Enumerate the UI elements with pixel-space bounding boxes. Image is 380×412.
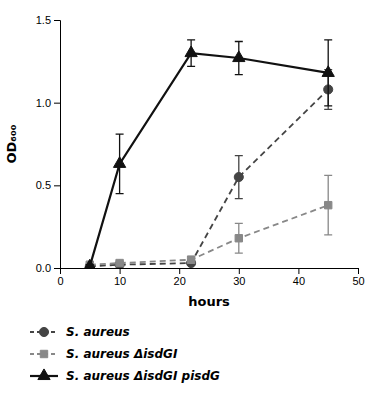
- x-tick-label: 40: [293, 275, 305, 287]
- y-tick: 1.0: [36, 97, 60, 109]
- legend-swatch-marker: [40, 350, 47, 357]
- x-tick: 40: [293, 268, 305, 287]
- plot: 0 10 20 30 40 50 0.0 0.5 1.0 1.5: [36, 14, 365, 287]
- x-tick-mark: [358, 268, 359, 274]
- point-marker: [185, 46, 197, 57]
- error-bar: [235, 223, 243, 253]
- x-tick: 20: [174, 268, 186, 287]
- x-tick: 10: [114, 268, 126, 287]
- y-axis: 0.0 0.5 1.0 1.5: [36, 14, 61, 274]
- y-tick: 0.5: [36, 179, 60, 191]
- legend-item: S. aureus ΔisdGI: [30, 347, 178, 361]
- y-tick-label: 0.0: [36, 262, 51, 274]
- y-tick-label: 0.5: [36, 179, 51, 191]
- legend: S. aureus S. aureus ΔisdGI S. aureus ΔisdG…: [30, 325, 220, 383]
- legend-item: S. aureus: [30, 325, 130, 339]
- error-bar: [324, 175, 332, 235]
- y-tick: 1.5: [36, 14, 60, 26]
- x-tick-label: 0: [57, 275, 63, 287]
- legend-label: S. aureus ΔisdGI: [66, 347, 178, 361]
- point-marker: [322, 66, 334, 77]
- point-marker: [116, 259, 123, 266]
- legend-swatch-marker: [38, 369, 50, 380]
- x-axis: 0 10 20 30 40 50: [57, 268, 364, 287]
- x-tick-mark: [298, 268, 299, 274]
- x-tick-label: 30: [233, 275, 245, 287]
- y-tick-mark: [54, 268, 60, 269]
- x-tick-label: 20: [174, 275, 186, 287]
- point-marker: [84, 259, 96, 268]
- y-axis-line: [54, 21, 61, 269]
- point-marker: [324, 201, 331, 208]
- x-axis-title: hours: [188, 294, 230, 309]
- x-tick: 50: [352, 268, 364, 287]
- point-marker: [233, 51, 245, 62]
- point-marker: [235, 235, 242, 242]
- point-marker: [115, 260, 124, 268]
- x-tick: 30: [233, 268, 245, 287]
- legend-item: S. aureus ΔisdGI pisdG: [30, 369, 220, 383]
- x-tick: 0: [57, 268, 63, 287]
- x-tick-label: 50: [352, 275, 364, 287]
- legend-label: S. aureus: [66, 325, 130, 339]
- series: [85, 70, 332, 268]
- error-bar: [235, 156, 243, 199]
- x-tick-label: 10: [114, 275, 126, 287]
- y-tick: 0.0: [36, 262, 60, 274]
- y-tick-mark: [54, 103, 60, 104]
- legend-swatch-marker: [39, 327, 48, 336]
- x-tick-mark: [179, 268, 180, 274]
- series-line: [90, 53, 328, 266]
- y-tick-label: 1.0: [36, 97, 51, 109]
- y-tick-mark: [54, 185, 60, 186]
- series-line: [90, 89, 328, 266]
- point-marker: [187, 256, 194, 263]
- y-tick-mark: [54, 20, 60, 21]
- x-tick-mark: [120, 268, 121, 274]
- x-axis-line: [61, 269, 359, 275]
- data-marks: [84, 40, 335, 268]
- error-bar: [187, 256, 195, 263]
- point-marker: [113, 157, 125, 168]
- series: [86, 175, 332, 268]
- y-axis-title: OD₆₀₀: [4, 124, 19, 163]
- series-line: [90, 205, 328, 265]
- point-marker: [234, 173, 243, 182]
- x-tick-mark: [239, 268, 240, 274]
- y-tick-label: 1.5: [36, 14, 51, 26]
- chart: 0 10 20 30 40 50 0.0 0.5 1.0 1.5 hours OD₆₀₀ S. aure…: [0, 0, 380, 412]
- legend-label: S. aureus ΔisdGI pisdG: [66, 369, 220, 383]
- series: [84, 40, 335, 268]
